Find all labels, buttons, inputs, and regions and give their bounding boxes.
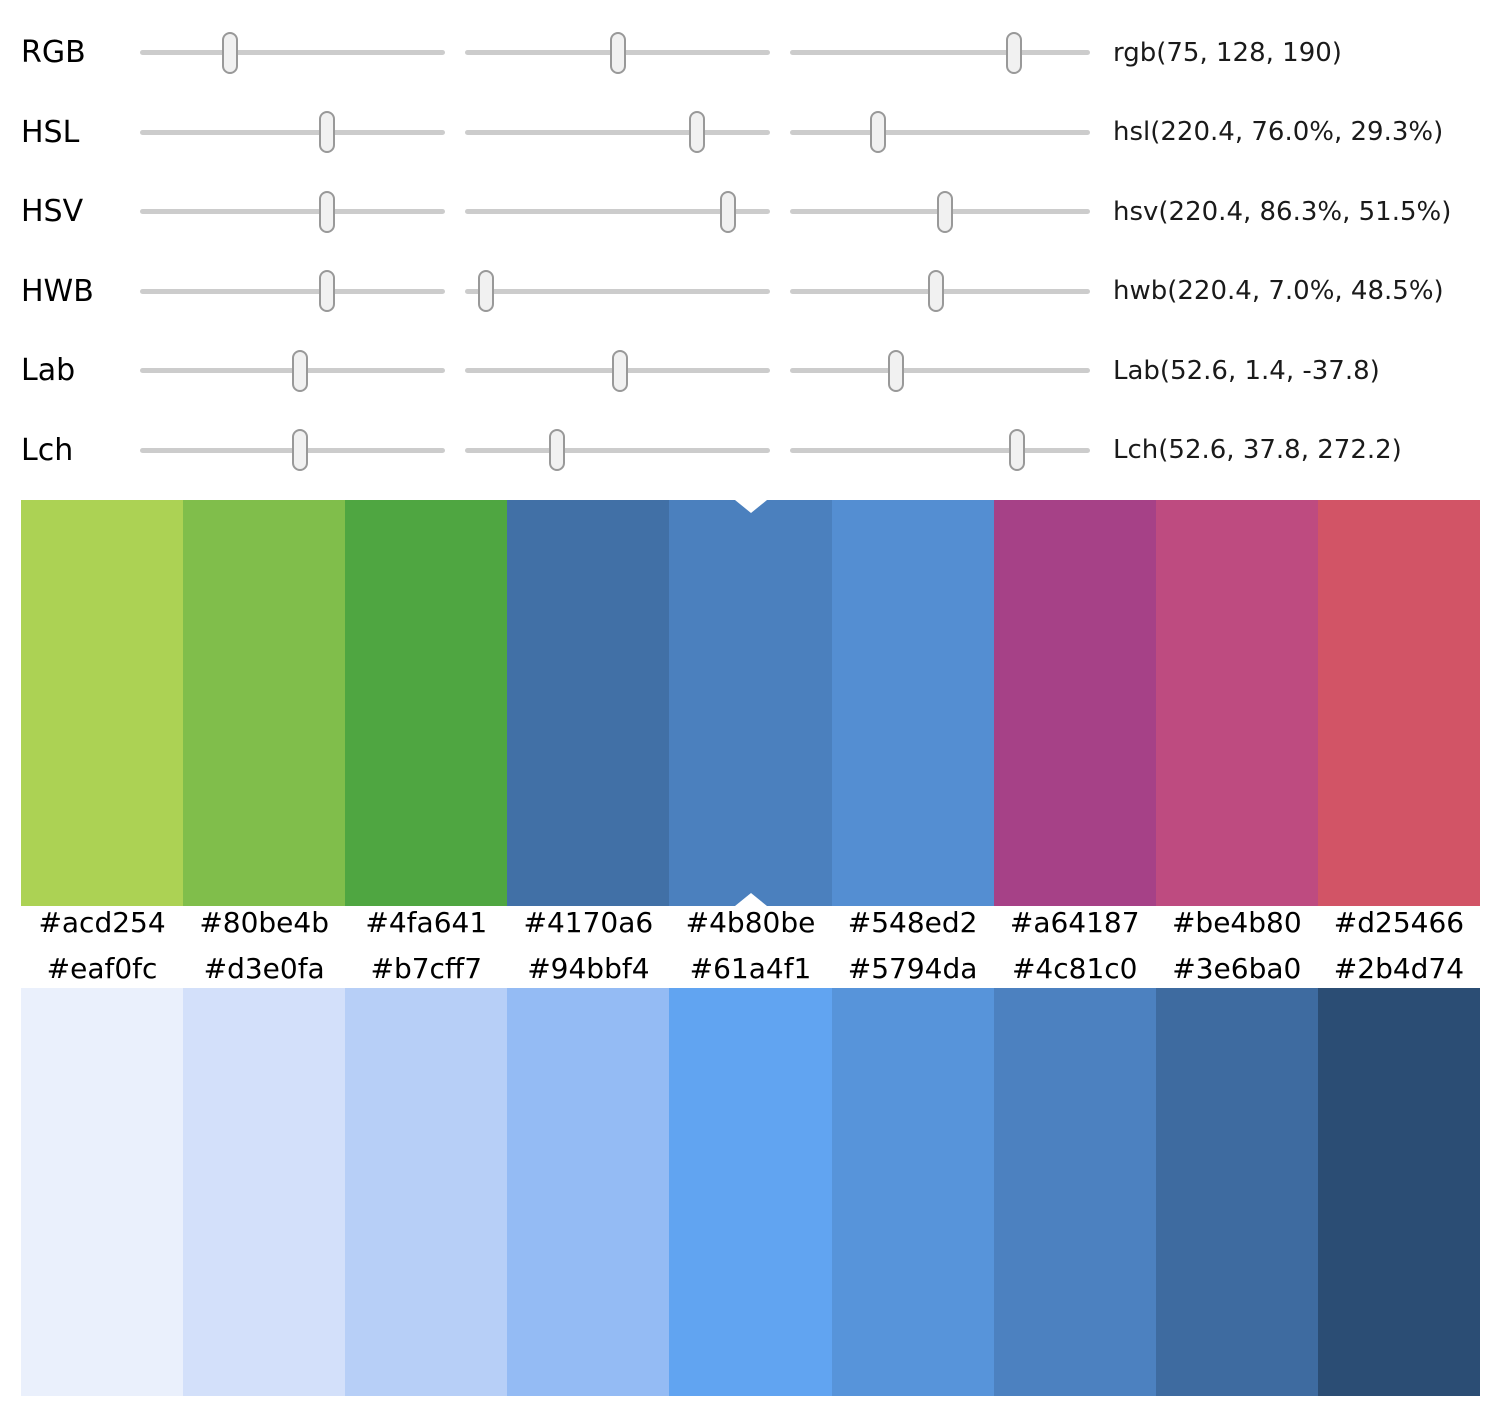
tint-shade-hex-row: #eaf0fc #d3e0fa #b7cff7 #94bbf4 #61a4f1 …: [21, 952, 1480, 986]
slider-thumb[interactable]: [221, 31, 238, 74]
hsv-value-text: hsv(220.4, 86.3%, 51.5%): [1113, 196, 1452, 227]
slider-thumb[interactable]: [549, 429, 566, 472]
scale-swatch-5[interactable]: [669, 500, 832, 906]
rgb-value-text: rgb(75, 128, 190): [1113, 37, 1342, 68]
scale-hex-3: #4fa641: [365, 906, 488, 939]
scale-hex-4: #4170a6: [523, 906, 654, 939]
slider-thumb[interactable]: [1008, 429, 1025, 472]
tint-shade-palette: [21, 988, 1480, 1396]
tint-shade-hex-6: #5794da: [847, 952, 978, 985]
slider-thumb[interactable]: [927, 270, 944, 313]
slider-thumb[interactable]: [1005, 31, 1022, 74]
scale-hex-2: #80be4b: [199, 906, 329, 939]
scale-hex-5: #4b80be: [685, 906, 816, 939]
lch-slider-channel-2[interactable]: [465, 429, 770, 472]
hsv-slider-channel-3[interactable]: [790, 190, 1090, 233]
color-scale-palette: [21, 500, 1480, 906]
slider-row-lch: Lch Lch(52.6, 37.8, 272.2): [0, 411, 1501, 491]
colorspace-sliders-panel: RGB rgb(75, 128, 190) HSL hsl(220.4, 76.…: [0, 0, 1501, 490]
scale-hex-8: #be4b80: [1171, 906, 1302, 939]
slider-thumb[interactable]: [292, 429, 309, 472]
tint-shade-swatch-8[interactable]: [1155, 988, 1318, 1396]
lab-slider-channel-2[interactable]: [465, 349, 770, 392]
tint-shade-hex-7: #4c81c0: [1011, 952, 1138, 985]
tint-shade-swatch-3[interactable]: [345, 988, 508, 1396]
hsl-slider-channel-2[interactable]: [465, 111, 770, 154]
scale-swatch-2[interactable]: [183, 500, 346, 906]
hsl-slider-channel-3[interactable]: [790, 111, 1090, 154]
tint-shade-hex-5: #61a4f1: [689, 952, 812, 985]
lab-slider-channel-1[interactable]: [140, 349, 445, 392]
scale-hex-9: #d25466: [1333, 906, 1465, 939]
tint-shade-hex-4: #94bbf4: [527, 952, 650, 985]
tint-shade-swatch-2[interactable]: [183, 988, 346, 1396]
hwb-value-text: hwb(220.4, 7.0%, 48.5%): [1113, 276, 1444, 307]
slider-thumb[interactable]: [869, 111, 886, 154]
lch-slider-channel-1[interactable]: [140, 429, 445, 472]
slider-thumb[interactable]: [318, 270, 335, 313]
colorspace-label-hsl: HSL: [21, 114, 80, 150]
colorspace-label-lab: Lab: [21, 353, 76, 389]
rgb-slider-channel-2[interactable]: [465, 31, 770, 74]
slider-row-rgb: RGB rgb(75, 128, 190): [0, 13, 1501, 93]
tint-shade-hex-8: #3e6ba0: [1172, 952, 1302, 985]
scale-swatch-1[interactable]: [21, 500, 184, 906]
hwb-slider-channel-1[interactable]: [140, 270, 445, 313]
scale-swatch-8[interactable]: [1155, 500, 1318, 906]
tint-shade-swatch-5[interactable]: [669, 988, 832, 1396]
slider-row-lab: Lab Lab(52.6, 1.4, -37.8): [0, 331, 1501, 411]
tint-shade-hex-9: #2b4d74: [1333, 952, 1465, 985]
hsv-slider-channel-1[interactable]: [140, 190, 445, 233]
tint-shade-hex-2: #d3e0fa: [203, 952, 325, 985]
slider-row-hwb: HWB hwb(220.4, 7.0%, 48.5%): [0, 252, 1501, 332]
hsl-value-text: hsl(220.4, 76.0%, 29.3%): [1113, 117, 1444, 148]
tint-shade-swatch-4[interactable]: [507, 988, 670, 1396]
scale-swatch-3[interactable]: [345, 500, 508, 906]
scale-swatch-4[interactable]: [507, 500, 670, 906]
slider-thumb[interactable]: [318, 111, 335, 154]
hsv-slider-channel-2[interactable]: [465, 190, 770, 233]
rgb-slider-channel-1[interactable]: [140, 31, 445, 74]
tint-shade-swatch-6[interactable]: [831, 988, 994, 1396]
lab-value-text: Lab(52.6, 1.4, -37.8): [1113, 355, 1380, 386]
hwb-slider-channel-2[interactable]: [465, 270, 770, 313]
slider-thumb[interactable]: [478, 270, 495, 313]
slider-thumb[interactable]: [610, 31, 627, 74]
tint-shade-hex-3: #b7cff7: [370, 952, 483, 985]
slider-row-hsv: HSV hsv(220.4, 86.3%, 51.5%): [0, 172, 1501, 252]
tint-shade-swatch-1[interactable]: [21, 988, 184, 1396]
slider-thumb[interactable]: [688, 111, 705, 154]
slider-thumb[interactable]: [292, 349, 309, 392]
tint-shade-swatch-7[interactable]: [993, 988, 1156, 1396]
scale-hex-1: #acd254: [38, 906, 166, 939]
hsl-slider-channel-1[interactable]: [140, 111, 445, 154]
colorspace-label-hsv: HSV: [21, 194, 84, 230]
slider-thumb[interactable]: [888, 349, 905, 392]
slider-thumb[interactable]: [936, 190, 953, 233]
colorspace-label-hwb: HWB: [21, 273, 94, 309]
slider-thumb[interactable]: [720, 190, 737, 233]
tint-shade-swatch-9[interactable]: [1317, 988, 1480, 1396]
slider-thumb[interactable]: [611, 349, 628, 392]
lch-value-text: Lch(52.6, 37.8, 272.2): [1113, 435, 1402, 466]
scale-hex-6: #548ed2: [847, 906, 978, 939]
scale-swatch-9[interactable]: [1317, 500, 1480, 906]
lch-slider-channel-3[interactable]: [790, 429, 1090, 472]
hwb-slider-channel-3[interactable]: [790, 270, 1090, 313]
colorspace-label-rgb: RGB: [21, 35, 86, 71]
tint-shade-hex-1: #eaf0fc: [46, 952, 158, 985]
colorspace-label-lch: Lch: [21, 432, 74, 468]
scale-swatch-6[interactable]: [831, 500, 994, 906]
slider-thumb[interactable]: [318, 190, 335, 233]
scale-hex-7: #a64187: [1009, 906, 1140, 939]
slider-row-hsl: HSL hsl(220.4, 76.0%, 29.3%): [0, 93, 1501, 173]
lab-slider-channel-3[interactable]: [790, 349, 1090, 392]
scale-swatch-7[interactable]: [993, 500, 1156, 906]
scale-hex-row: #acd254 #80be4b #4fa641 #4170a6 #4b80be …: [21, 906, 1480, 940]
rgb-slider-channel-3[interactable]: [790, 31, 1090, 74]
